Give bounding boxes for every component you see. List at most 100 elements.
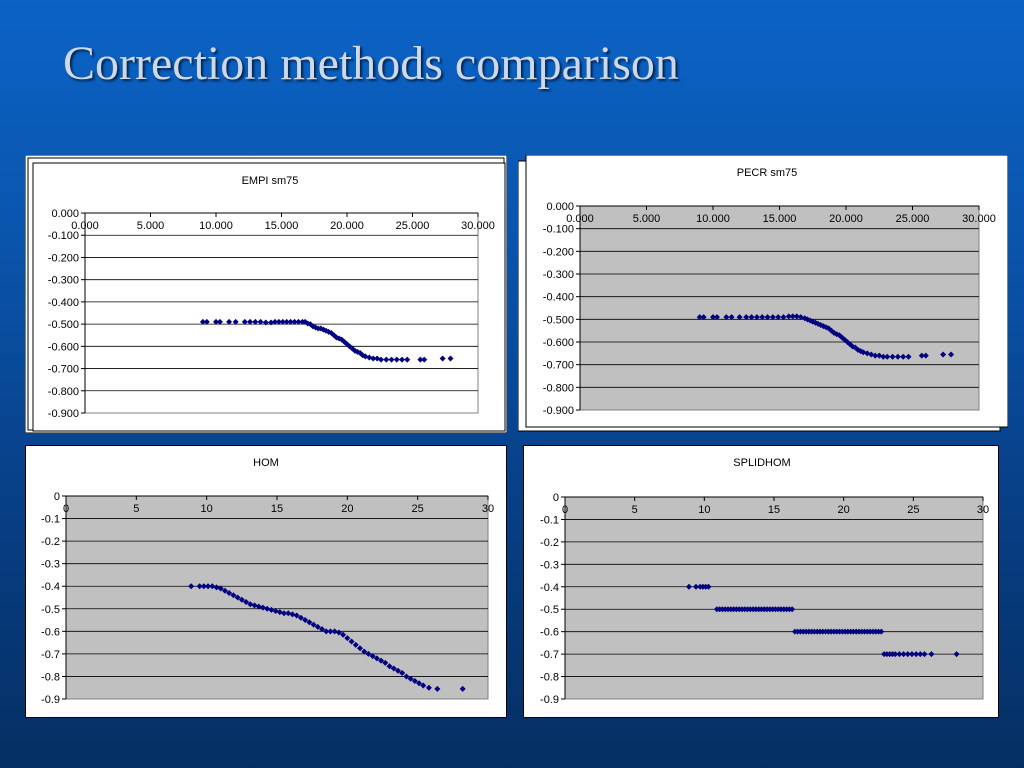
data-point <box>388 356 395 363</box>
data-point <box>852 344 859 351</box>
y-tick-label: 0.000 <box>546 201 574 213</box>
chart-panel-pecr: PECR sm75 0.000 -0.100 -0.200 -0.300 -0.400-… <box>518 155 1008 433</box>
data-point <box>306 619 313 626</box>
data-point <box>281 610 288 617</box>
data-point <box>252 318 259 325</box>
data-point <box>373 655 380 662</box>
data-point <box>199 318 206 325</box>
data-point <box>200 583 207 590</box>
y-tick-label: -0.300 <box>543 269 574 281</box>
y-tick-label: -0.6 <box>540 627 559 639</box>
data-point <box>378 356 385 363</box>
data-point <box>312 324 319 331</box>
data-point <box>234 594 241 601</box>
data-point <box>904 651 911 658</box>
data-point <box>275 318 282 325</box>
data-point <box>262 319 269 326</box>
chart-title: EMPI sm75 <box>242 175 299 187</box>
y-tick-label: -0.200 <box>48 252 79 264</box>
data-point <box>728 314 735 321</box>
y-tick-label: -0.500 <box>48 319 79 331</box>
data-point <box>268 606 275 613</box>
data-point <box>365 650 372 657</box>
x-tick-label: 10 <box>201 503 213 515</box>
data-point <box>896 651 903 658</box>
data-point <box>878 628 885 635</box>
data-point <box>743 314 750 321</box>
chart-empi: EMPI sm75 0.000-0.100-0.200-0.300-0.400-… <box>25 155 507 433</box>
y-tick-label: -0.8 <box>41 671 60 683</box>
data-point <box>320 326 327 333</box>
x-tick-label: 10 <box>698 504 710 516</box>
y-tick-label: -0.9 <box>41 694 60 706</box>
data-point <box>686 583 693 590</box>
data-point <box>705 583 712 590</box>
plot-area <box>84 212 479 414</box>
data-point <box>241 318 248 325</box>
data-point <box>889 353 896 360</box>
data-point <box>205 583 212 590</box>
y-tick-label: -0.4 <box>540 582 559 594</box>
x-tick-label: 5 <box>133 503 139 515</box>
y-tick-label: -0.600 <box>543 337 574 349</box>
y-tick-label: -0.900 <box>48 408 79 420</box>
data-point <box>283 318 290 325</box>
y-tick-label: -0.7 <box>41 649 60 661</box>
data-point <box>849 343 856 350</box>
data-point <box>394 667 401 674</box>
data-point <box>331 628 338 635</box>
data-point <box>839 334 846 341</box>
x-tick-label: 15.000 <box>763 213 797 225</box>
data-point <box>447 355 454 362</box>
chart-hom: HOM 0-0.1-0.2-0.3-0.4-0.5-0.6-0.7-0.8-0.… <box>25 445 507 718</box>
chart-splidhom: SPLIDHOM 0-0.1-0.2-0.3-0.4-0.5-0.6-0.7-0… <box>523 445 999 718</box>
data-point <box>383 356 390 363</box>
data-point <box>390 665 397 672</box>
data-point <box>338 336 345 343</box>
data-point <box>880 353 887 360</box>
x-tick-label: 30 <box>977 504 989 516</box>
x-tick-label: 10.000 <box>199 220 233 232</box>
data-point <box>900 353 907 360</box>
data-point <box>921 651 928 658</box>
x-tick-label: 25 <box>907 504 919 516</box>
chart-panel-splidhom: SPLIDHOM 0 -0.1 -0.2 -0.3 -0.4 -0.5 -0.6 -0.7 -0… <box>523 445 999 718</box>
data-point <box>864 350 871 357</box>
y-tick-label: -0.600 <box>48 341 79 353</box>
x-tick-label: 20.000 <box>829 213 863 225</box>
x-tick-label: 0 <box>63 503 69 515</box>
data-point <box>264 605 271 612</box>
data-point <box>304 320 311 327</box>
data-point <box>393 356 400 363</box>
data-point <box>230 592 237 599</box>
data-point <box>399 670 406 677</box>
x-tick-label: 20.000 <box>330 220 364 232</box>
data-point <box>417 356 424 363</box>
x-tick-label: 15 <box>768 504 780 516</box>
plot-area <box>564 496 984 700</box>
data-point <box>352 641 359 648</box>
x-tick-label: 30 <box>482 503 494 515</box>
data-point <box>692 583 699 590</box>
chart-pecr: PECR sm75 0.000-0.100-0.200-0.300-0.400-… <box>518 155 1008 432</box>
data-point <box>700 314 707 321</box>
slide-title: Correction methods comparison <box>63 37 679 90</box>
x-tick-label: 5.000 <box>137 220 165 232</box>
data-point <box>940 351 947 358</box>
data-point <box>272 608 279 615</box>
chart-title: PECR sm75 <box>737 167 798 179</box>
x-tick-label: 30.000 <box>962 213 996 225</box>
data-point <box>900 651 907 658</box>
data-point <box>439 355 446 362</box>
data-point <box>411 677 418 684</box>
data-point <box>217 585 224 592</box>
data-point <box>892 651 899 658</box>
y-tick-label: -0.1 <box>41 514 60 526</box>
data-point <box>289 611 296 618</box>
y-tick-label: -0.700 <box>543 360 574 372</box>
data-point <box>348 638 355 645</box>
data-point <box>753 314 760 321</box>
data-point <box>247 601 254 608</box>
data-point <box>775 314 782 321</box>
y-tick-label: -0.100 <box>543 224 574 236</box>
